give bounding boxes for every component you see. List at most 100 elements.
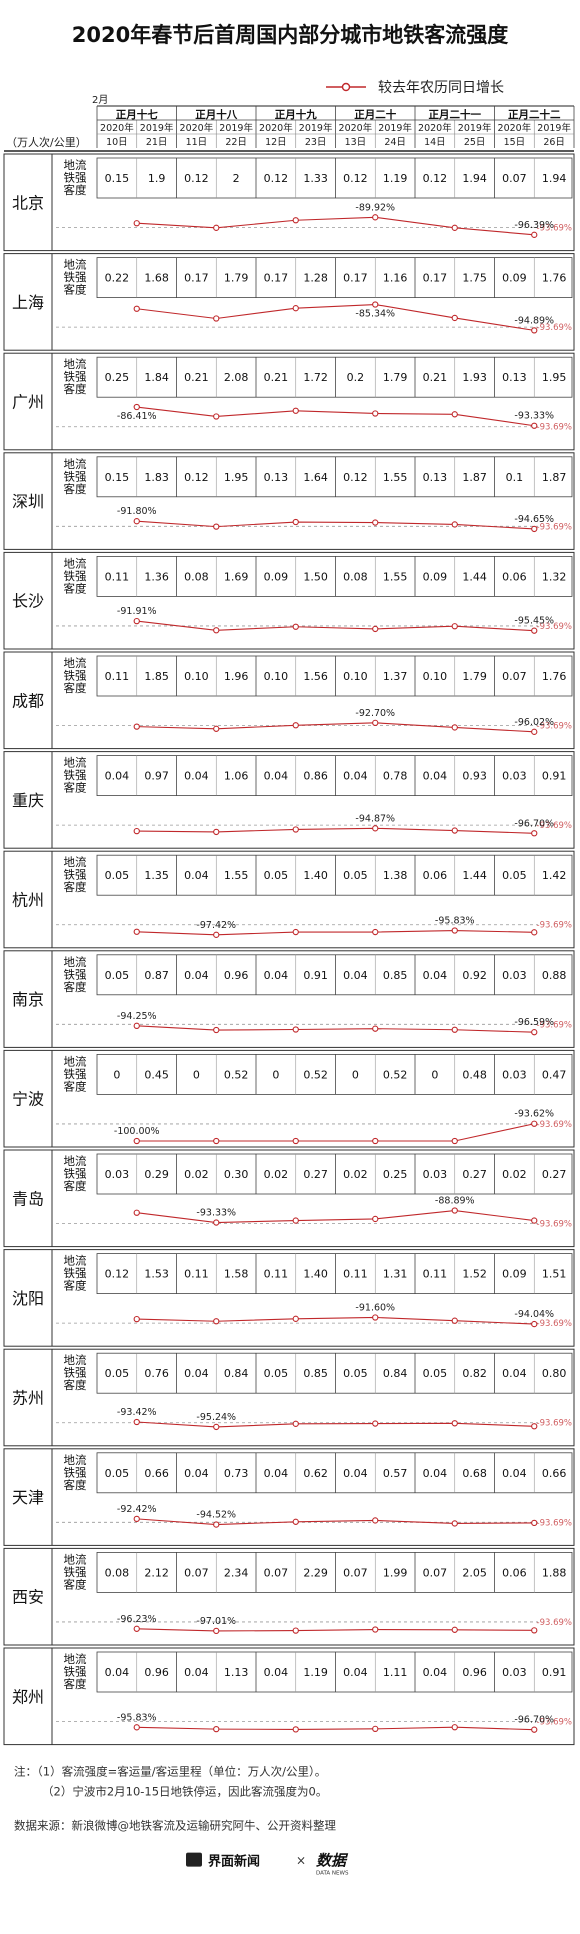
value-cell: 0.93 [462,770,487,783]
value-cell: 0.04 [423,969,448,982]
growth-point [213,931,220,938]
value-row-frame [96,1054,573,1095]
value-cell: 1.84 [144,371,169,384]
value-cell: 0.06 [423,869,448,882]
value-cell: 1.64 [303,471,328,484]
value-cell: 0.11 [423,1268,448,1281]
growth-point [292,826,299,833]
value-cell: 0.03 [105,1168,130,1181]
value-cell: 1.13 [224,1666,249,1679]
date-label: 21日 [146,137,168,148]
value-cell: 1.58 [224,1268,249,1281]
lunar-day-label: 正月十八 [195,108,237,121]
year-label: 2019年 [458,122,492,134]
growth-point [451,623,458,630]
value-cell: 1.28 [303,272,328,285]
growth-data-label: -94.52% [196,1510,236,1521]
value-row-frame [96,1651,573,1693]
city-block [3,1448,575,1546]
row-label: 客度 [64,1279,87,1293]
value-cell: 0.13 [264,471,289,484]
date-label: 14日 [424,137,446,148]
value-cell: 2.29 [303,1566,328,1579]
year-label: 2019年 [140,122,174,134]
growth-data-label: -91.80% [117,506,157,517]
row-label: 铁强 [64,1665,87,1679]
value-cell: 0.52 [224,1068,249,1081]
value-cell: 0.96 [144,1666,169,1679]
value-cell: 0.22 [105,272,130,285]
value-cell: 1.99 [383,1566,408,1579]
row-label: 客度 [64,980,87,994]
value-cell: 0.03 [502,1666,527,1679]
reference-label: -93.69% [537,1518,572,1528]
row-label: 铁强 [64,1465,87,1479]
value-cell: 0 [113,1068,120,1081]
city-block [3,551,575,650]
value-cell: 1.50 [303,570,328,583]
growth-point [213,1423,220,1431]
value-cell: 1.87 [542,471,567,484]
growth-point [531,422,538,429]
value-cell: 0.03 [423,1168,448,1181]
value-cell: 0.30 [224,1168,249,1181]
growth-point [531,929,538,936]
value-cell: 0.04 [264,770,289,783]
value-cell: 0.12 [184,172,209,185]
row-label: 地流 [64,1652,87,1666]
city-block [3,352,575,451]
growth-point [372,1725,379,1733]
growth-point [531,1423,538,1430]
date-label: 12日 [265,137,287,148]
value-cell: 0.07 [184,1566,209,1579]
city-name: 北京 [12,193,44,212]
row-label: 地流 [64,1453,87,1467]
growth-point [133,1625,140,1632]
year-label: 2020年 [259,122,293,134]
growth-point [531,1519,538,1527]
city-block [3,1348,575,1447]
growth-point [531,1627,538,1634]
growth-point [372,1137,379,1145]
lunar-day-label: 正月十七 [116,108,158,121]
growth-point [451,1626,458,1633]
reference-label: -93.69% [537,622,572,632]
city-block [3,153,575,252]
value-cell: 1.53 [144,1268,169,1281]
growth-data-label: -86.41% [117,411,157,422]
value-cell: 1.96 [224,670,249,683]
value-cell: 0.27 [303,1168,328,1181]
value-row-frame [96,456,573,498]
city-name: 青岛 [12,1189,44,1208]
city-block [3,950,575,1048]
value-cell: 0.66 [144,1467,169,1480]
growth-data-label: -96.39% [514,220,554,231]
growth-point [292,1420,299,1427]
row-label: 铁强 [64,171,87,185]
growth-point [292,518,299,526]
growth-point [531,231,538,238]
growth-point [372,1314,379,1321]
month-label: 2月 [92,94,108,106]
growth-line [136,1628,535,1632]
value-cell: 0.05 [105,869,130,882]
value-cell: 0.91 [303,969,328,982]
city-block [3,1249,575,1347]
value-cell: 0.2 [347,371,365,384]
growth-point [292,1627,299,1634]
growth-point [372,1517,379,1524]
growth-point [133,723,140,730]
value-cell: 0.12 [343,471,368,484]
value-cell: 0.11 [184,1268,209,1281]
row-label: 铁强 [64,1067,87,1081]
value-cell: 0.17 [423,272,448,285]
row-label: 客度 [64,283,87,297]
value-cell: 0.02 [264,1168,289,1181]
value-cell: 0.13 [502,371,527,384]
value-cell: 0.92 [462,969,487,982]
year-label: 2019年 [378,122,412,134]
date-label: 13日 [345,137,367,148]
value-cell: 0.03 [502,770,527,783]
unit-label: （万人次/公里） [6,135,87,149]
value-cell: 1.9 [148,172,166,185]
